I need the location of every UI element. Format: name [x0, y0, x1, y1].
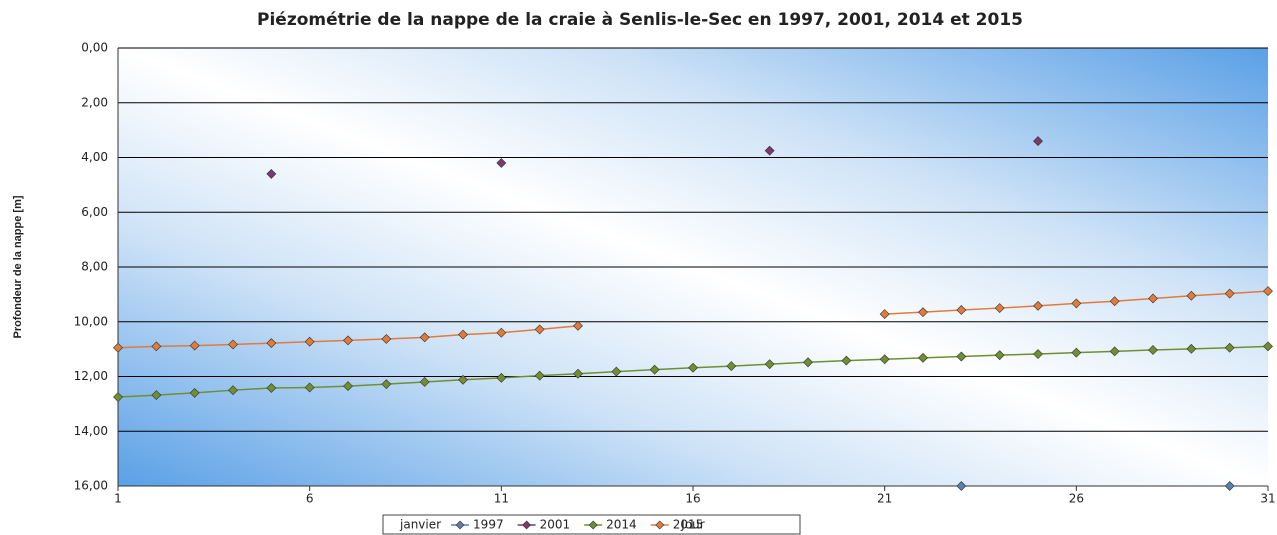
data-point — [573, 320, 583, 331]
legend-label: 2015 — [673, 518, 704, 532]
x-tick-label: 26 — [1069, 492, 1084, 506]
y-tick-label: 8,00 — [81, 260, 108, 274]
data-point — [1109, 296, 1120, 307]
data-point — [1109, 346, 1120, 357]
y-tick-label: 10,00 — [74, 314, 108, 328]
y-tick-label: 12,00 — [74, 369, 108, 383]
data-point — [343, 381, 353, 392]
data-point — [956, 351, 967, 362]
data-point — [419, 377, 430, 387]
data-point — [1033, 349, 1043, 359]
data-point — [688, 362, 698, 373]
legend-marker — [588, 520, 598, 530]
legend-marker — [455, 520, 465, 530]
data-point — [1186, 343, 1197, 354]
data-point — [1224, 342, 1235, 353]
data-point — [1224, 481, 1235, 491]
legend-label: 2001 — [540, 518, 571, 532]
data-point — [764, 145, 775, 156]
data-point — [189, 388, 200, 398]
data-point — [381, 334, 392, 344]
x-tick-label: 16 — [685, 492, 700, 506]
data-point — [419, 332, 430, 343]
data-point — [228, 339, 238, 350]
data-point — [918, 307, 928, 318]
data-point — [1148, 293, 1158, 304]
data-point — [994, 350, 1005, 361]
y-tick-label: 2,00 — [81, 95, 108, 109]
data-point — [113, 342, 123, 353]
x-axis-label: Jour — [680, 518, 704, 532]
y-tick-label: 16,00 — [74, 479, 108, 493]
x-tick-label: 21 — [877, 492, 892, 506]
legend-marker — [522, 520, 532, 530]
legend-box — [382, 514, 801, 535]
data-point — [956, 481, 967, 491]
x-tick-label: 31 — [1260, 492, 1275, 506]
data-point — [458, 329, 468, 340]
y-axis-label: Profondeur de la nappe [m] — [12, 195, 24, 338]
y-tick-label: 14,00 — [74, 424, 108, 438]
data-point — [496, 327, 507, 338]
data-point — [381, 379, 392, 390]
data-point — [726, 361, 737, 372]
data-point — [266, 169, 277, 179]
data-point — [994, 303, 1005, 313]
data-point — [113, 392, 123, 402]
data-point — [1033, 136, 1043, 146]
data-point — [764, 359, 775, 370]
data-point — [1263, 341, 1273, 352]
data-point — [649, 364, 660, 375]
data-point — [151, 341, 162, 352]
x-tick-label: 6 — [306, 492, 314, 506]
data-point — [879, 354, 890, 365]
data-point — [228, 385, 238, 396]
data-point — [1148, 345, 1158, 355]
data-point — [573, 368, 583, 379]
data-point — [1071, 298, 1082, 309]
data-point — [304, 382, 315, 393]
y-tick-label: 6,00 — [81, 205, 108, 219]
data-point — [918, 352, 928, 363]
data-point — [534, 324, 545, 335]
x-tick-label: 1 — [114, 492, 122, 506]
data-point — [496, 158, 507, 168]
data-point — [1033, 300, 1043, 311]
legend-label: 2014 — [606, 518, 637, 532]
data-point — [803, 357, 813, 368]
data-point — [189, 340, 200, 351]
data-point — [879, 309, 890, 320]
chart-title: Piézométrie de la nappe de la craie à Se… — [257, 10, 1023, 30]
data-point — [1263, 286, 1273, 297]
data-point — [343, 335, 353, 346]
data-point — [458, 374, 468, 385]
data-point — [534, 370, 545, 381]
data-point — [1071, 347, 1082, 358]
data-point — [151, 390, 162, 401]
data-point — [266, 338, 277, 349]
legend-title: janvier — [399, 518, 441, 532]
data-point — [304, 336, 315, 347]
data-point — [266, 383, 277, 393]
data-point — [496, 372, 507, 383]
x-tick-label: 11 — [494, 492, 509, 506]
legend-label: 1997 — [473, 518, 504, 532]
data-point — [1186, 290, 1197, 301]
y-tick-label: 4,00 — [81, 150, 108, 164]
data-point — [1224, 288, 1235, 299]
data-point — [841, 355, 852, 366]
y-tick-label: 0,00 — [81, 41, 108, 55]
data-point — [956, 305, 967, 315]
legend-marker — [655, 520, 665, 530]
data-point — [611, 366, 622, 377]
